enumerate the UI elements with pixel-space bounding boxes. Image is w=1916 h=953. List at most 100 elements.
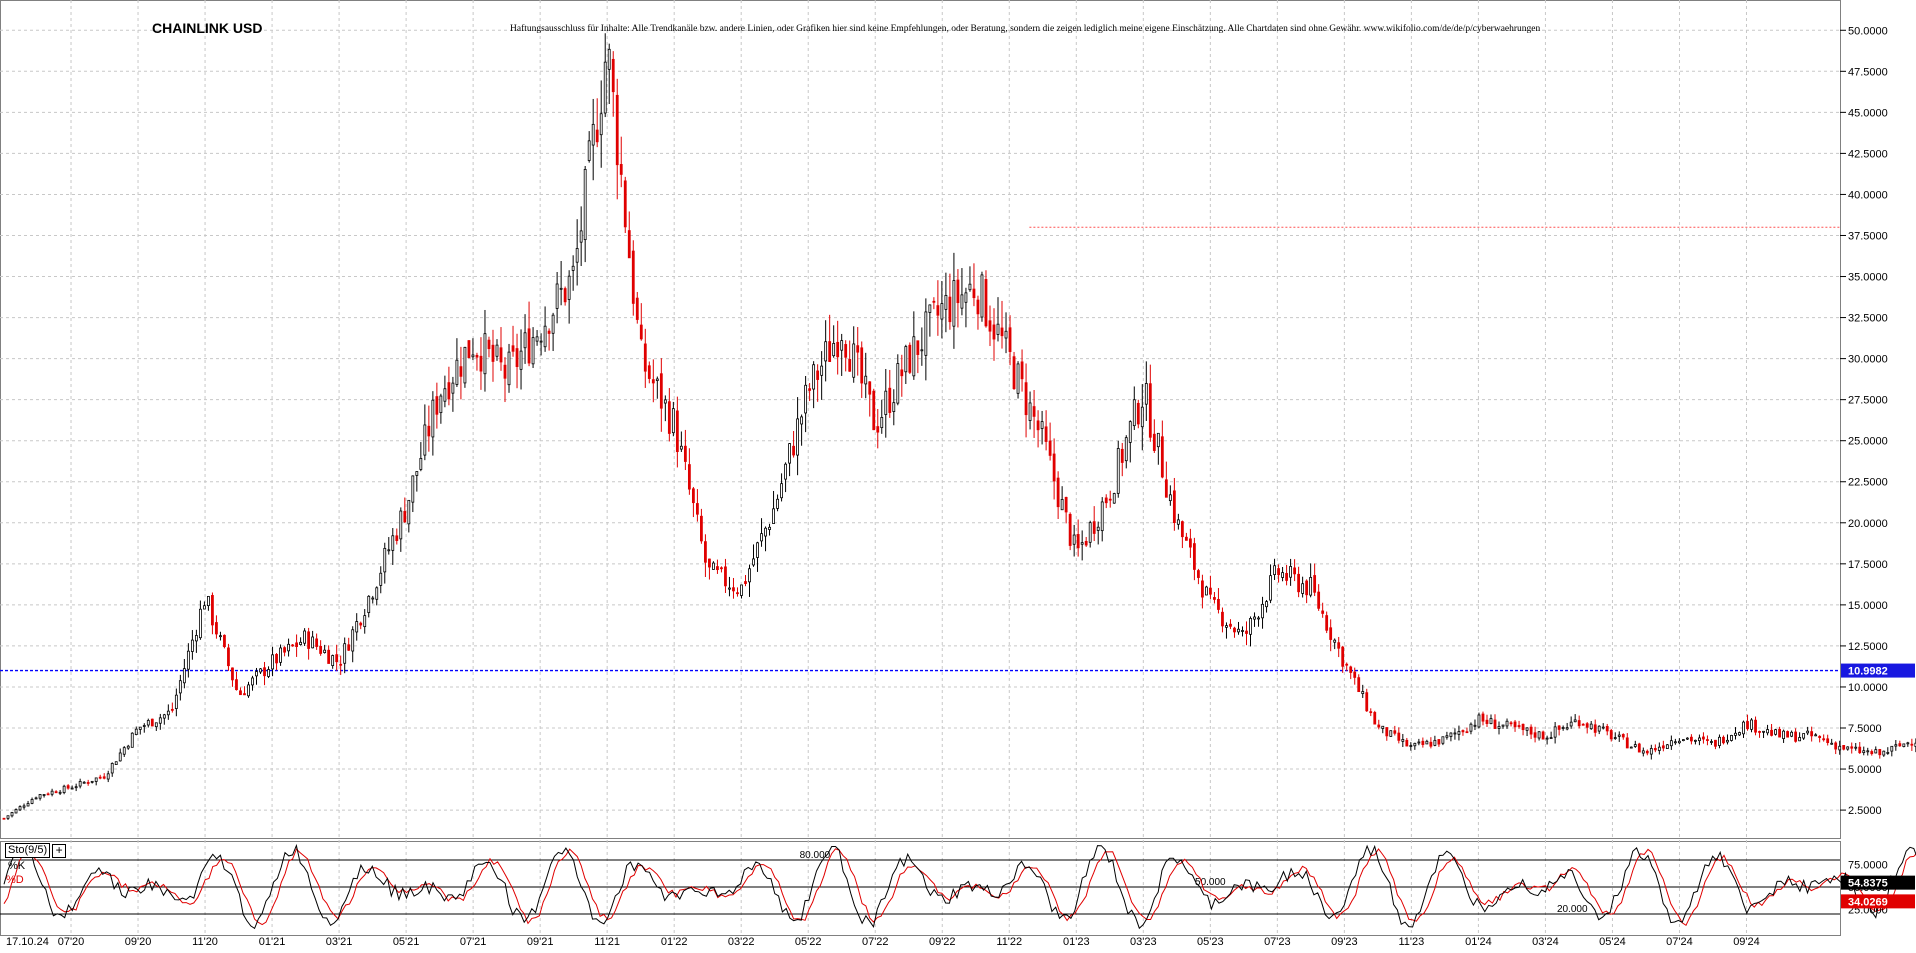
candle-body	[503, 364, 507, 379]
candle-body	[820, 365, 824, 376]
candle-body	[623, 180, 627, 228]
price-tick-label: 27.5000	[1848, 395, 1888, 407]
candle-body	[563, 288, 567, 303]
candle-body	[587, 140, 591, 161]
k-value-badge-bg	[1841, 875, 1915, 890]
candle-body	[567, 275, 571, 300]
candle-body	[62, 785, 66, 793]
candle-body	[471, 354, 475, 358]
time-tick-label: 11'21	[594, 936, 620, 948]
candle-body	[651, 379, 655, 384]
candle-body	[142, 725, 146, 727]
candle-body	[1533, 732, 1537, 738]
candle-body	[495, 344, 499, 357]
candle-body	[848, 359, 852, 372]
candle-body	[1393, 730, 1397, 734]
candle-body	[22, 805, 26, 808]
time-tick-label: 05'23	[1197, 936, 1224, 948]
candle-body	[1092, 521, 1096, 534]
time-tick-label: 01'23	[1063, 936, 1090, 948]
candle-body	[1257, 617, 1260, 620]
candle-body	[864, 375, 868, 385]
price-tick-label: 22.5000	[1848, 477, 1888, 489]
candle-body	[110, 763, 114, 774]
candle-body	[98, 776, 102, 779]
candle-body	[275, 653, 278, 664]
candle-body	[728, 587, 731, 590]
candle-body	[1221, 611, 1224, 627]
candle-body	[391, 535, 395, 551]
candle-body	[1333, 639, 1337, 643]
candle-body	[1782, 730, 1785, 739]
candle-body	[235, 679, 238, 691]
candle-body	[1714, 739, 1717, 747]
candle-body	[1830, 742, 1834, 745]
candle-body	[643, 343, 647, 372]
candle-body	[347, 644, 351, 651]
candle-body	[1870, 751, 1874, 755]
candle-body	[1846, 746, 1850, 750]
candle-body	[1573, 719, 1577, 723]
price-tick-label: 42.5000	[1848, 148, 1888, 160]
candle-body	[447, 382, 451, 400]
candle-body	[768, 526, 771, 530]
candle-body	[1156, 432, 1160, 448]
candle-body	[992, 324, 996, 340]
candle-body	[1886, 752, 1890, 754]
candle-body	[1637, 743, 1641, 753]
candle-body	[1012, 356, 1016, 390]
candle-body	[988, 320, 992, 332]
candle-body	[780, 483, 783, 499]
candle-body	[126, 745, 130, 749]
candle-body	[1625, 737, 1629, 749]
candle-body	[1357, 677, 1361, 693]
candle-body	[66, 785, 70, 789]
candle-body	[1485, 719, 1489, 724]
time-tick-label: 09'23	[1331, 936, 1358, 948]
candle-body	[375, 587, 379, 600]
candle-body	[679, 445, 683, 450]
candle-body	[1653, 748, 1657, 751]
price-tick-label: 40.0000	[1848, 189, 1888, 201]
candle-body	[952, 280, 956, 327]
candle-body	[960, 294, 964, 309]
candle-body	[1096, 526, 1100, 531]
candle-body	[6, 815, 10, 819]
time-tick-label: 03'22	[728, 936, 755, 948]
candle-body	[162, 714, 166, 719]
candle-body	[435, 396, 439, 415]
candle-body	[1798, 737, 1802, 742]
candle-body	[46, 793, 50, 796]
candle-body	[984, 279, 988, 327]
candle-body	[90, 780, 94, 783]
candle-body	[239, 690, 242, 696]
add-indicator-button[interactable]: +	[52, 843, 67, 858]
candle-body	[1589, 723, 1593, 730]
candle-body	[483, 333, 487, 375]
candle-body	[944, 294, 948, 310]
candle-body	[1329, 627, 1333, 640]
candle-body	[980, 274, 984, 318]
oscillator-label[interactable]: Sto(9/5)	[5, 843, 51, 858]
oscillator-level-label: 20.000	[1557, 904, 1588, 915]
candle-body	[804, 384, 808, 414]
price-tick-label: 45.0000	[1848, 107, 1888, 119]
candle-body	[547, 330, 551, 334]
candle-body	[1673, 741, 1677, 744]
candle-body	[1000, 327, 1004, 337]
candle-body	[1108, 498, 1112, 501]
d-line-label: %D	[6, 874, 24, 886]
candle-body	[1838, 745, 1842, 751]
candle-body	[800, 416, 804, 425]
candle-body	[154, 722, 158, 728]
candle-body	[1245, 630, 1248, 634]
candle-body	[1321, 610, 1325, 614]
price-tick-label: 10.0000	[1848, 682, 1888, 694]
time-tick-label: 09'20	[125, 936, 152, 948]
candle-body	[744, 581, 747, 584]
candle-body	[299, 641, 302, 645]
candle-body	[712, 562, 715, 570]
time-tick-label: 01'24	[1465, 936, 1492, 948]
candle-body	[94, 777, 98, 782]
candle-body	[1409, 745, 1413, 747]
